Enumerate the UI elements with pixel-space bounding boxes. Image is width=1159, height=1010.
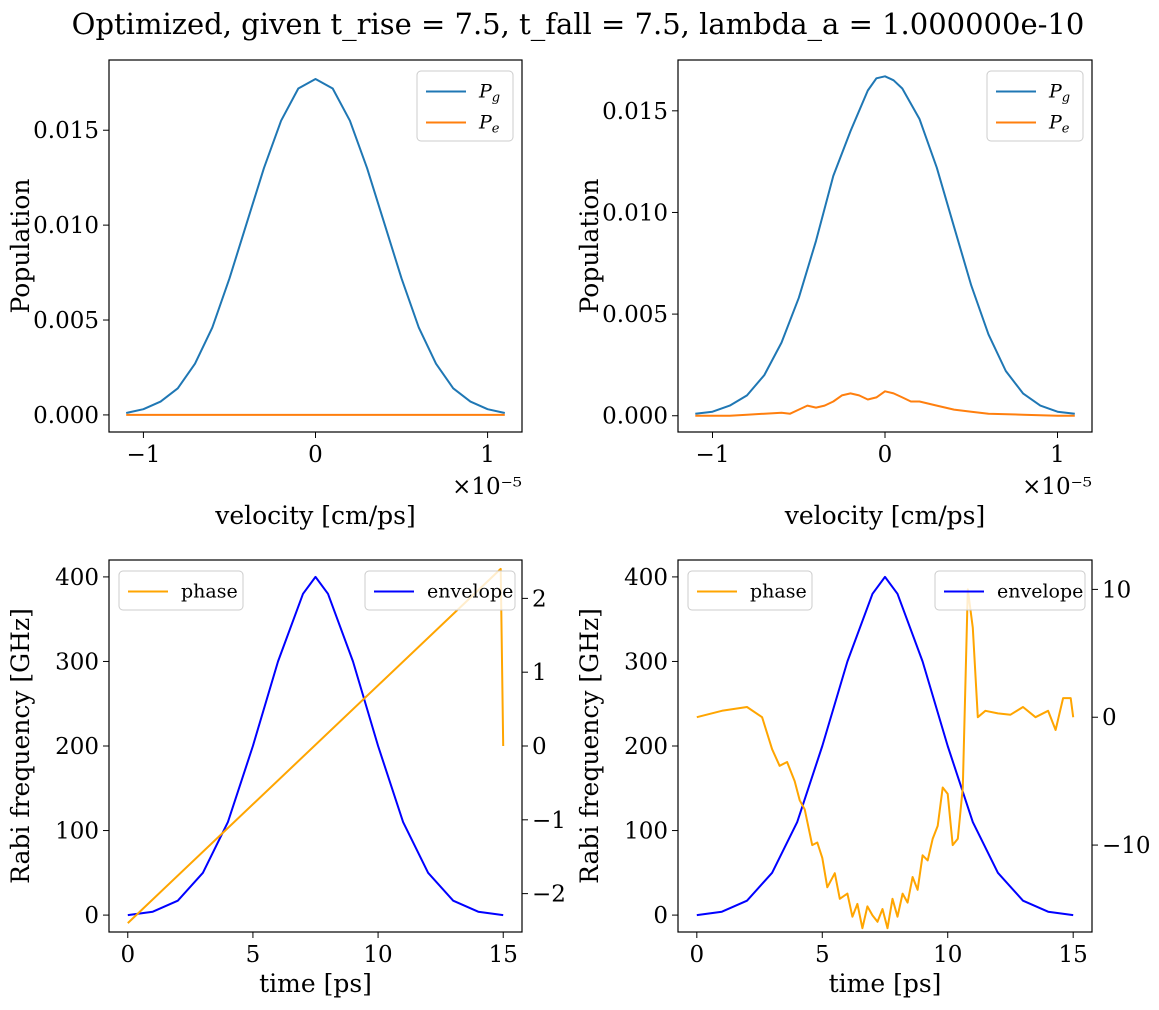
- y-axis-label: Population: [575, 178, 604, 313]
- x-tick-label: 0: [689, 942, 704, 968]
- y-tick-label: 200: [624, 734, 668, 760]
- y-tick-label: 0: [84, 903, 99, 929]
- y-tick-label: 0.015: [33, 118, 99, 144]
- y2-tick-label: −1: [532, 808, 566, 834]
- x-tick-label: 1: [1050, 442, 1065, 468]
- y-axis-label: Rabi frequency [GHz]: [575, 608, 604, 884]
- y-tick-label: 0.000: [602, 404, 668, 430]
- legend-label-envelope: envelope: [427, 581, 513, 603]
- x-tick-label: 5: [246, 942, 261, 968]
- legend-label-p_e: Pe: [478, 112, 500, 137]
- x-axis-label: velocity [cm/ps]: [214, 501, 416, 530]
- legend-box: [687, 570, 813, 611]
- y-tick-label: 0.010: [33, 213, 99, 239]
- y2-tick-label: −2: [532, 882, 566, 908]
- y-tick-label: 0.015: [602, 99, 668, 125]
- y2-tick-label: 2: [532, 586, 547, 612]
- series-line-phase: [127, 567, 505, 924]
- x-tick-label: 10: [933, 942, 962, 968]
- x-tick-label: 15: [489, 942, 518, 968]
- y-tick-label: 100: [55, 819, 99, 845]
- series-line-envelope: [127, 575, 504, 917]
- legend-label-p_g: Pg: [1048, 81, 1070, 106]
- axes-frame: [677, 559, 1093, 933]
- x-offset-text: ×10⁻⁵: [452, 474, 522, 500]
- series-line-p_g: [125, 78, 506, 414]
- x-tick-label: 0: [308, 442, 323, 468]
- legend-label-phase: phase: [181, 581, 238, 603]
- y2-tick-label: 10: [1102, 577, 1131, 603]
- y-tick-label: 400: [55, 565, 99, 591]
- x-tick-label: 15: [1059, 942, 1088, 968]
- y-tick-label: 300: [55, 649, 99, 675]
- y-tick-label: 100: [624, 819, 668, 845]
- y-tick-label: 0.005: [602, 302, 668, 328]
- legend-label-p_g: Pg: [478, 81, 500, 106]
- chart-pop_right: −1 0 1 0.000 0.005 0.010 0.015 ×10⁻⁵ velocity [c…: [575, 59, 1093, 530]
- series-line-p_g: [695, 75, 1075, 415]
- x-tick-label: 0: [120, 942, 135, 968]
- y-tick-label: 0: [653, 903, 668, 929]
- y-tick-label: 0.000: [33, 403, 99, 429]
- y-tick-label: 400: [624, 565, 668, 591]
- y2-tick-label: 0: [1102, 705, 1117, 731]
- x-tick-label: 0: [878, 442, 893, 468]
- chart-pop_left: −1 0 1 0.000 0.005 0.010 0.015 ×10⁻⁵ velocity [c…: [6, 59, 523, 530]
- y-axis-label: Population: [6, 178, 35, 313]
- legend-box: [934, 570, 1086, 611]
- figure-title: Optimized, given t_rise = 7.5, t_fall = …: [72, 7, 1085, 42]
- y-tick-label: 0.005: [33, 308, 99, 334]
- x-axis-label: velocity [cm/ps]: [784, 501, 986, 530]
- x-tick-label: 10: [363, 942, 392, 968]
- legend-label-envelope: envelope: [997, 581, 1083, 603]
- chart-pulse_left: 0 5 10 15 0 100 200 300 400 −2 −1 0 1 2 time [ps] Rabi …: [6, 559, 566, 998]
- y2-tick-label: −10: [1102, 833, 1151, 859]
- y-tick-label: 300: [624, 649, 668, 675]
- x-axis-label: time [ps]: [259, 969, 372, 998]
- y2-tick-label: 1: [532, 660, 547, 686]
- series-line-p_e: [695, 390, 1075, 417]
- x-tick-label: 1: [480, 442, 495, 468]
- legend-box: [364, 570, 516, 611]
- series-line-envelope: [696, 575, 1074, 917]
- y-tick-label: 0.010: [602, 200, 668, 226]
- x-tick-label: −1: [126, 442, 160, 468]
- x-tick-label: 5: [815, 942, 830, 968]
- x-axis-label: time [ps]: [829, 969, 942, 998]
- legend-box: [118, 570, 244, 611]
- series-line-phase: [696, 588, 1075, 930]
- y-tick-label: 200: [55, 734, 99, 760]
- legend-label-phase: phase: [750, 581, 807, 603]
- x-offset-text: ×10⁻⁵: [1022, 474, 1092, 500]
- y2-tick-label: 0: [532, 734, 547, 760]
- y-axis-label: Rabi frequency [GHz]: [6, 608, 35, 884]
- legend-label-p_e: Pe: [1048, 112, 1070, 137]
- x-tick-label: −1: [696, 442, 730, 468]
